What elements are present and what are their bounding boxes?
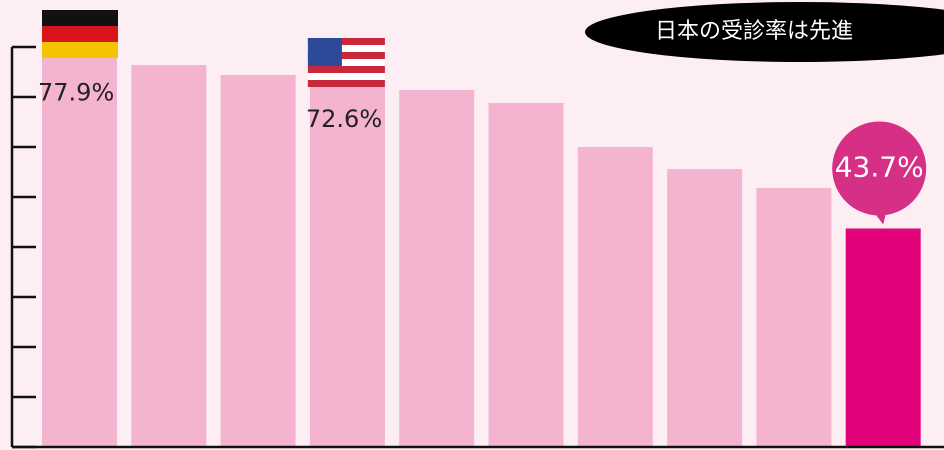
bar <box>220 75 296 447</box>
bar <box>845 228 921 447</box>
annotation-bubble <box>585 2 944 62</box>
flag-usa <box>307 73 385 80</box>
flag-usa <box>307 38 385 45</box>
annotation: 日本の受診率は先進 <box>655 19 853 44</box>
flag-germany <box>42 10 118 26</box>
flag-germany <box>42 26 118 42</box>
bar <box>131 65 207 447</box>
flag-usa <box>307 38 342 66</box>
flag-usa <box>307 52 385 59</box>
flag-usa <box>307 80 385 87</box>
bar <box>667 169 743 447</box>
bar <box>399 90 475 447</box>
flag-usa <box>307 59 385 66</box>
flag-germany <box>42 42 118 58</box>
label-bubble <box>832 121 927 216</box>
bar <box>309 84 385 447</box>
flag-usa <box>307 66 385 73</box>
value-label: 77.9% <box>38 79 114 107</box>
bar <box>756 188 832 447</box>
value-label: 43.7% <box>835 151 924 184</box>
bar <box>42 57 117 447</box>
bar <box>488 103 564 447</box>
value-label: 72.6% <box>306 105 382 133</box>
flag-usa <box>307 45 385 52</box>
bar <box>577 147 653 447</box>
